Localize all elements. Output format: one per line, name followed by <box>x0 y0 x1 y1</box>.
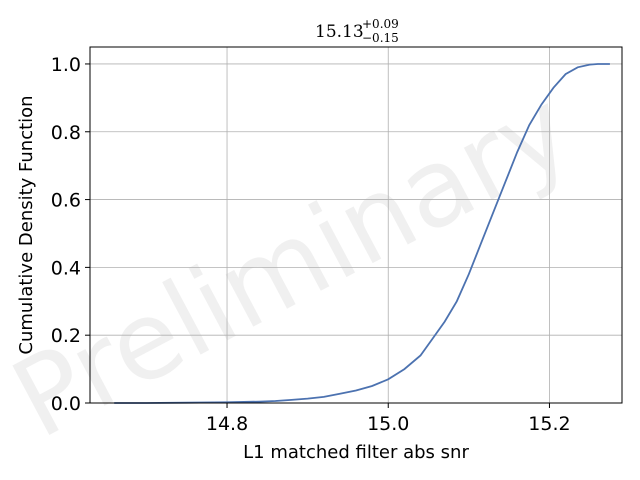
title-upper-error: +0.09 <box>362 17 399 31</box>
y-tick-label: 0.0 <box>51 393 81 415</box>
y-tick-label: 0.8 <box>51 122 81 144</box>
chart-title: 15.13 +0.09 −0.15 <box>315 17 399 45</box>
y-axis-ticks: 0.0 0.2 0.4 0.6 0.8 1.0 <box>51 54 90 415</box>
title-value: 15.13 <box>315 22 364 42</box>
y-tick-label: 0.2 <box>51 325 81 347</box>
x-axis-ticks: 14.8 15.0 15.2 <box>206 403 571 435</box>
title-lower-error: −0.15 <box>362 31 399 45</box>
x-tick-label: 15.0 <box>367 413 409 435</box>
x-tick-label: 14.8 <box>206 413 248 435</box>
y-tick-label: 0.6 <box>51 190 81 212</box>
y-tick-label: 0.4 <box>51 257 81 279</box>
y-axis-label: Cumulative Density Function <box>16 95 37 354</box>
x-tick-label: 15.2 <box>528 413 570 435</box>
y-tick-label: 1.0 <box>51 54 81 76</box>
x-axis-label: L1 matched filter abs snr <box>243 442 469 463</box>
plot-frame <box>89 46 623 404</box>
series-line <box>114 63 610 404</box>
